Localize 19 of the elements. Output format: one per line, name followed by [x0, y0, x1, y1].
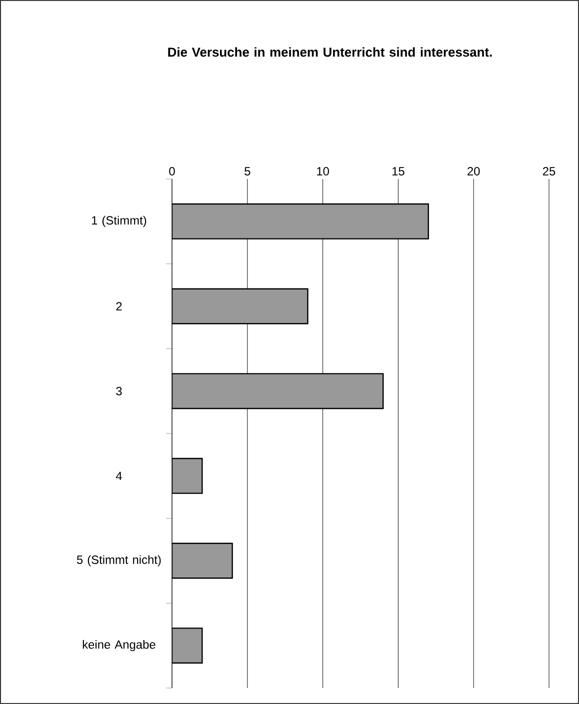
- bar: [172, 288, 308, 324]
- x-tick-label: 20: [468, 167, 480, 176]
- x-tick-label: 0: [169, 167, 175, 176]
- y-tick-label: keine Angabe: [82, 640, 156, 652]
- bar: [172, 628, 203, 664]
- y-tick-label: 1 (Stimmt): [92, 216, 146, 227]
- bar: [172, 373, 384, 410]
- y-tick-label: 4: [116, 472, 122, 480]
- x-tick-label: 15: [392, 167, 404, 176]
- x-tick-label: 5: [244, 167, 250, 176]
- x-tick-label: 25: [542, 167, 556, 176]
- y-tick-label: 5 (Stimmt nicht): [76, 555, 161, 566]
- bar: [172, 203, 429, 240]
- y-tick-label: 2: [116, 302, 122, 310]
- bar: [172, 458, 203, 494]
- y-tick-label: 3: [116, 386, 122, 396]
- chart-title: Die Versuche in meinem Unterricht sind interessant.: [168, 47, 492, 57]
- x-tick-label: 10: [317, 167, 329, 176]
- bar: [172, 542, 233, 579]
